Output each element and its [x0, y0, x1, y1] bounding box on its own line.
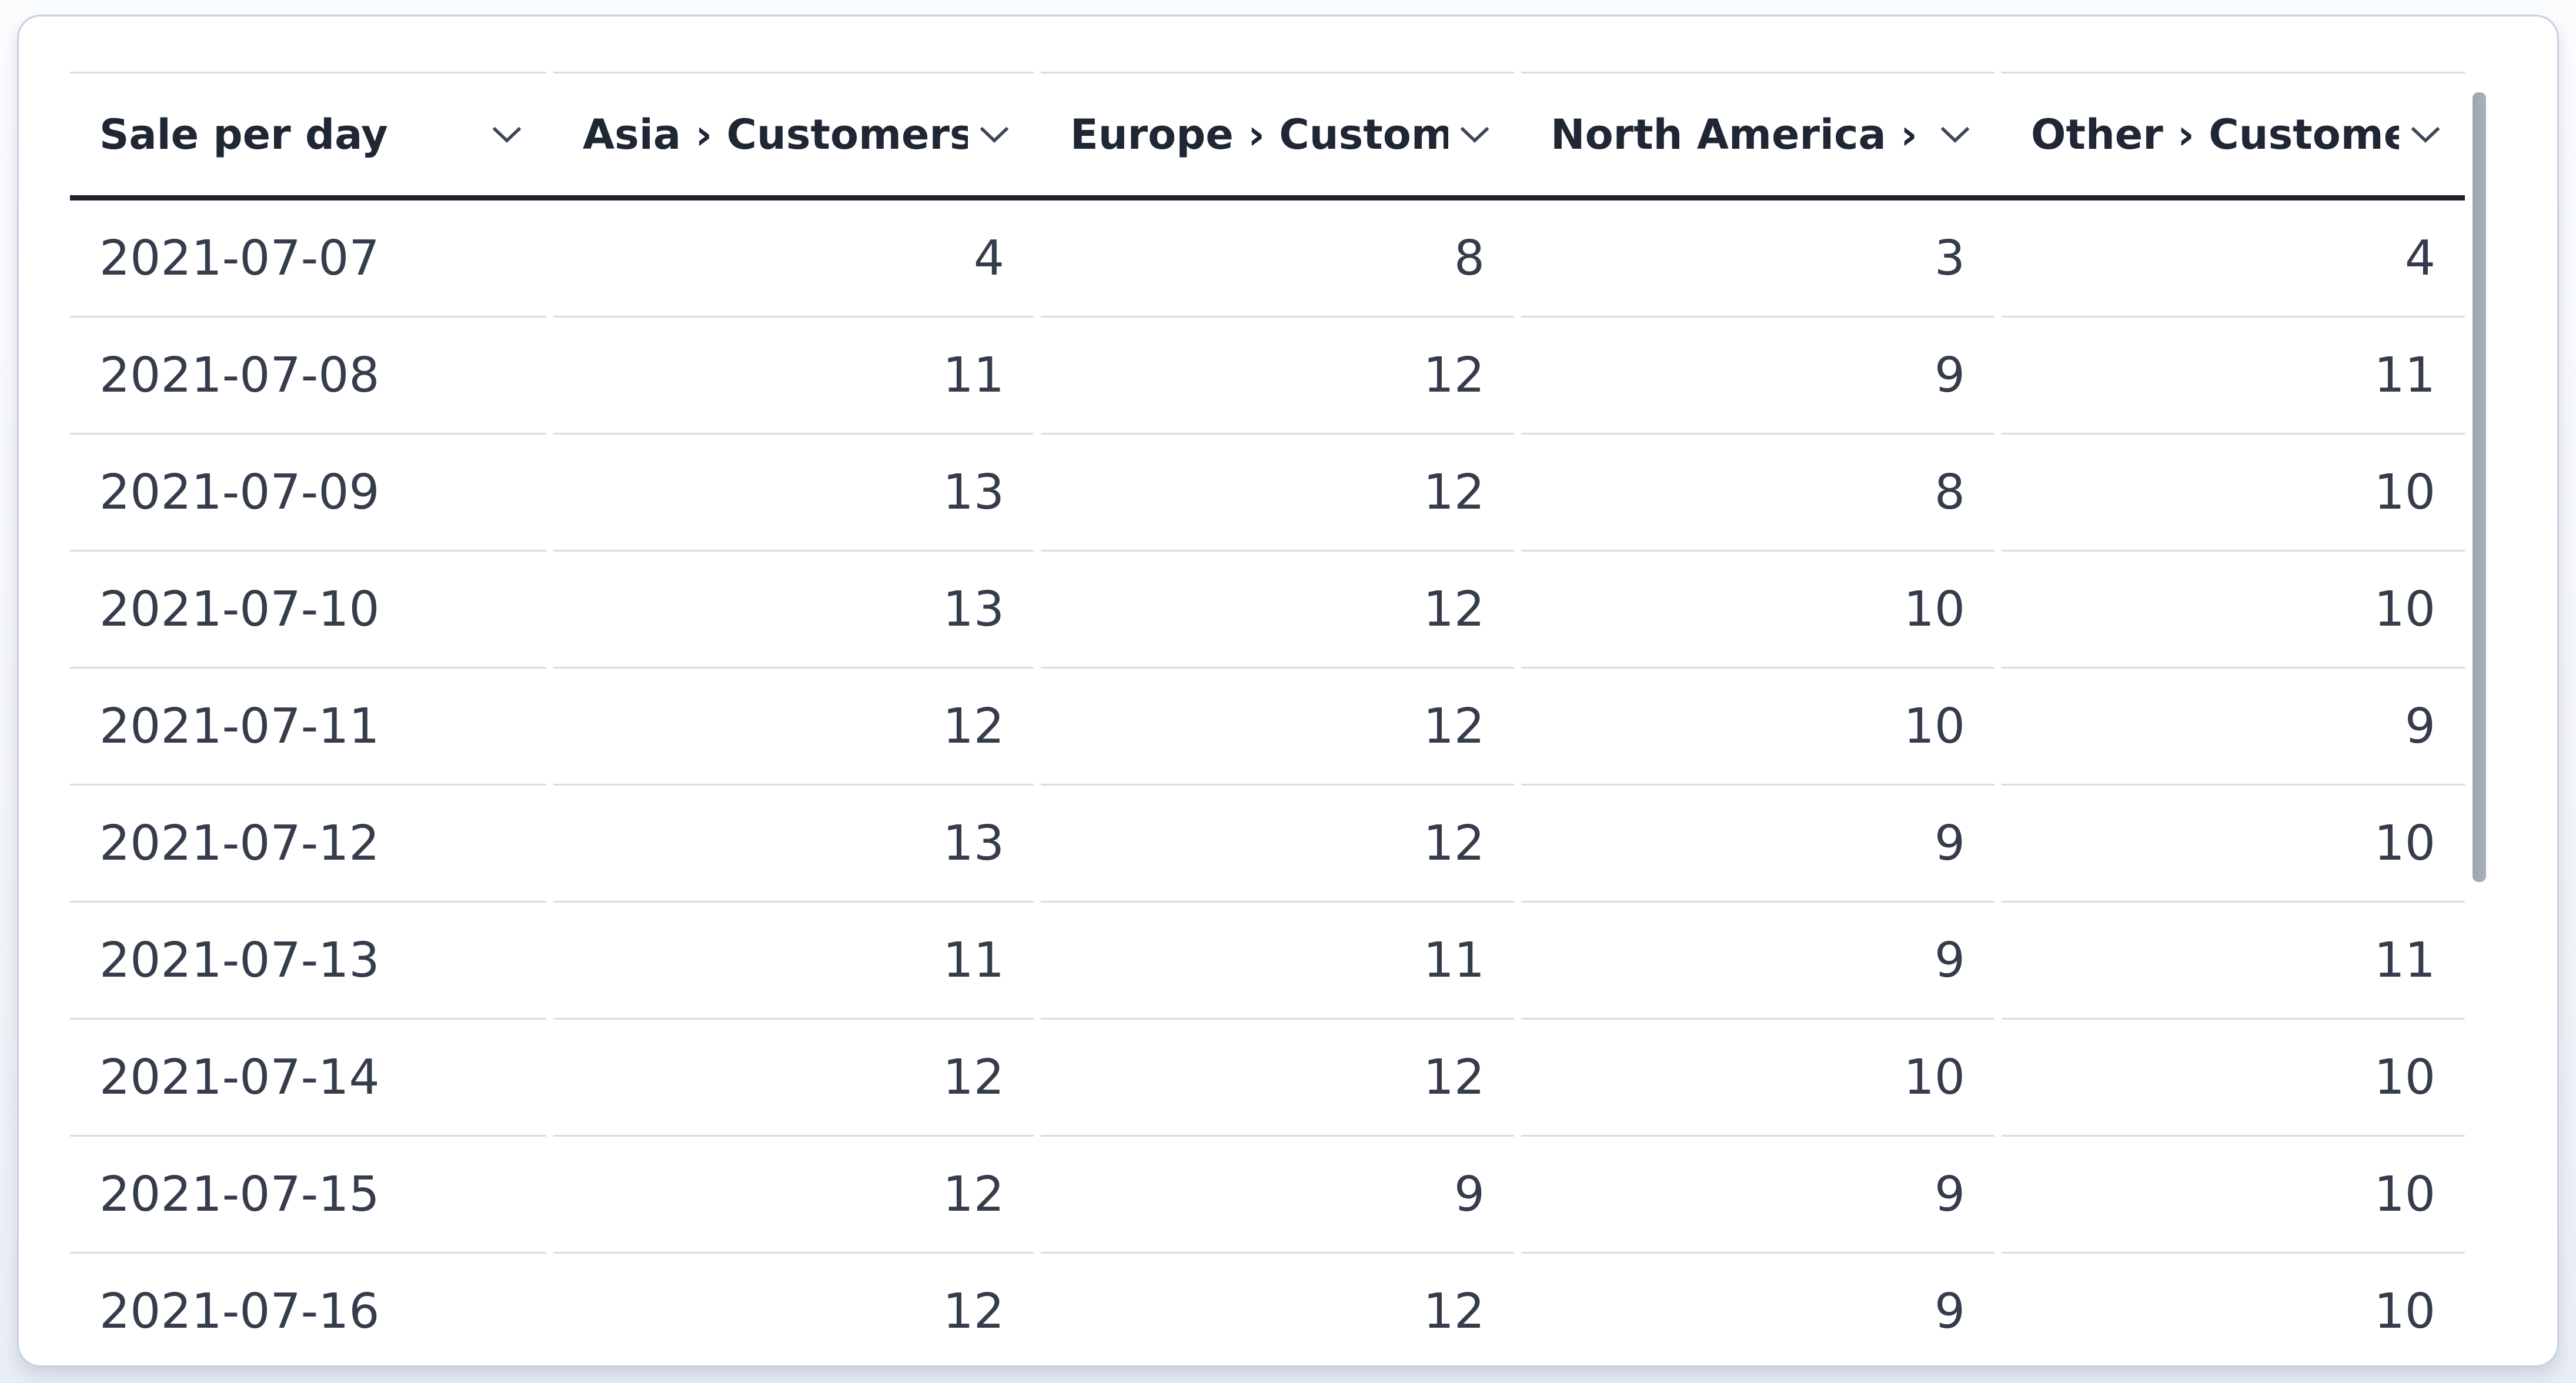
value-cell[interactable]: 12: [1041, 1020, 1514, 1137]
value-cell[interactable]: 9: [1521, 786, 1994, 903]
value-cell[interactable]: 12: [1041, 1254, 1514, 1365]
value-cell[interactable]: 11: [2002, 318, 2465, 435]
column-header-label: Asia › Customers: [583, 110, 968, 159]
date-cell[interactable]: 2021-07-14: [70, 1020, 546, 1137]
chevron-down-icon: [2410, 125, 2441, 144]
value-cell[interactable]: 10: [2002, 435, 2465, 552]
value-cell[interactable]: 12: [1041, 669, 1514, 786]
date-cell[interactable]: 2021-07-13: [70, 903, 546, 1020]
value-cell[interactable]: 12: [553, 669, 1034, 786]
column-header-north-america-customers[interactable]: North America › Customers: [1521, 72, 1994, 195]
value-cell[interactable]: 4: [2002, 201, 2465, 318]
value-cell[interactable]: 9: [1521, 1137, 1994, 1254]
value-cell[interactable]: 13: [553, 552, 1034, 669]
value-cell[interactable]: 10: [2002, 1020, 2465, 1137]
column-header-label: Sale per day: [99, 110, 388, 159]
value-cell[interactable]: 10: [1521, 552, 1994, 669]
value-cell[interactable]: 12: [1041, 318, 1514, 435]
value-cell[interactable]: 9: [2002, 669, 2465, 786]
date-cell[interactable]: 2021-07-08: [70, 318, 546, 435]
column-header-label: North America › Customers: [1551, 110, 1929, 159]
value-cell[interactable]: 12: [553, 1254, 1034, 1365]
value-cell[interactable]: 10: [2002, 552, 2465, 669]
value-cell[interactable]: 12: [553, 1020, 1034, 1137]
value-cell[interactable]: 11: [553, 903, 1034, 1020]
value-cell[interactable]: 8: [1521, 435, 1994, 552]
column-header-label: Other › Customers: [2031, 110, 2399, 159]
data-table: Sale per day Asia › Customers Europe › C…: [70, 72, 2465, 1365]
chevron-down-icon: [1939, 125, 1971, 144]
value-cell[interactable]: 8: [1041, 201, 1514, 318]
date-cell[interactable]: 2021-07-15: [70, 1137, 546, 1254]
value-cell[interactable]: 4: [553, 201, 1034, 318]
value-cell[interactable]: 11: [2002, 903, 2465, 1020]
column-header-europe-customers[interactable]: Europe › Customers: [1041, 72, 1514, 195]
value-cell[interactable]: 9: [1521, 1254, 1994, 1365]
value-cell[interactable]: 10: [2002, 1137, 2465, 1254]
value-cell[interactable]: 11: [553, 318, 1034, 435]
column-header-label: Europe › Customers: [1070, 110, 1448, 159]
value-cell[interactable]: 12: [1041, 435, 1514, 552]
value-cell[interactable]: 10: [1521, 1020, 1994, 1137]
header-bottom-rule: [70, 195, 2465, 201]
value-cell[interactable]: 13: [553, 435, 1034, 552]
date-cell[interactable]: 2021-07-07: [70, 201, 546, 318]
column-header-other-customers[interactable]: Other › Customers: [2002, 72, 2465, 195]
value-cell[interactable]: 11: [1041, 903, 1514, 1020]
chevron-down-icon: [491, 125, 523, 144]
table-card: Sale per day Asia › Customers Europe › C…: [17, 15, 2559, 1367]
value-cell[interactable]: 10: [2002, 786, 2465, 903]
value-cell[interactable]: 13: [553, 786, 1034, 903]
date-cell[interactable]: 2021-07-12: [70, 786, 546, 903]
value-cell[interactable]: 12: [1041, 786, 1514, 903]
value-cell[interactable]: 10: [2002, 1254, 2465, 1365]
date-cell[interactable]: 2021-07-10: [70, 552, 546, 669]
value-cell[interactable]: 12: [553, 1137, 1034, 1254]
value-cell[interactable]: 9: [1041, 1137, 1514, 1254]
chevron-down-icon: [1459, 125, 1491, 144]
value-cell[interactable]: 9: [1521, 318, 1994, 435]
vertical-scrollbar-thumb[interactable]: [2473, 92, 2486, 882]
value-cell[interactable]: 3: [1521, 201, 1994, 318]
date-cell[interactable]: 2021-07-11: [70, 669, 546, 786]
date-cell[interactable]: 2021-07-09: [70, 435, 546, 552]
chevron-down-icon: [978, 125, 1010, 144]
value-cell[interactable]: 12: [1041, 552, 1514, 669]
column-header-sale-per-day[interactable]: Sale per day: [70, 72, 546, 195]
value-cell[interactable]: 9: [1521, 903, 1994, 1020]
column-header-asia-customers[interactable]: Asia › Customers: [553, 72, 1034, 195]
date-cell[interactable]: 2021-07-16: [70, 1254, 546, 1365]
value-cell[interactable]: 10: [1521, 669, 1994, 786]
